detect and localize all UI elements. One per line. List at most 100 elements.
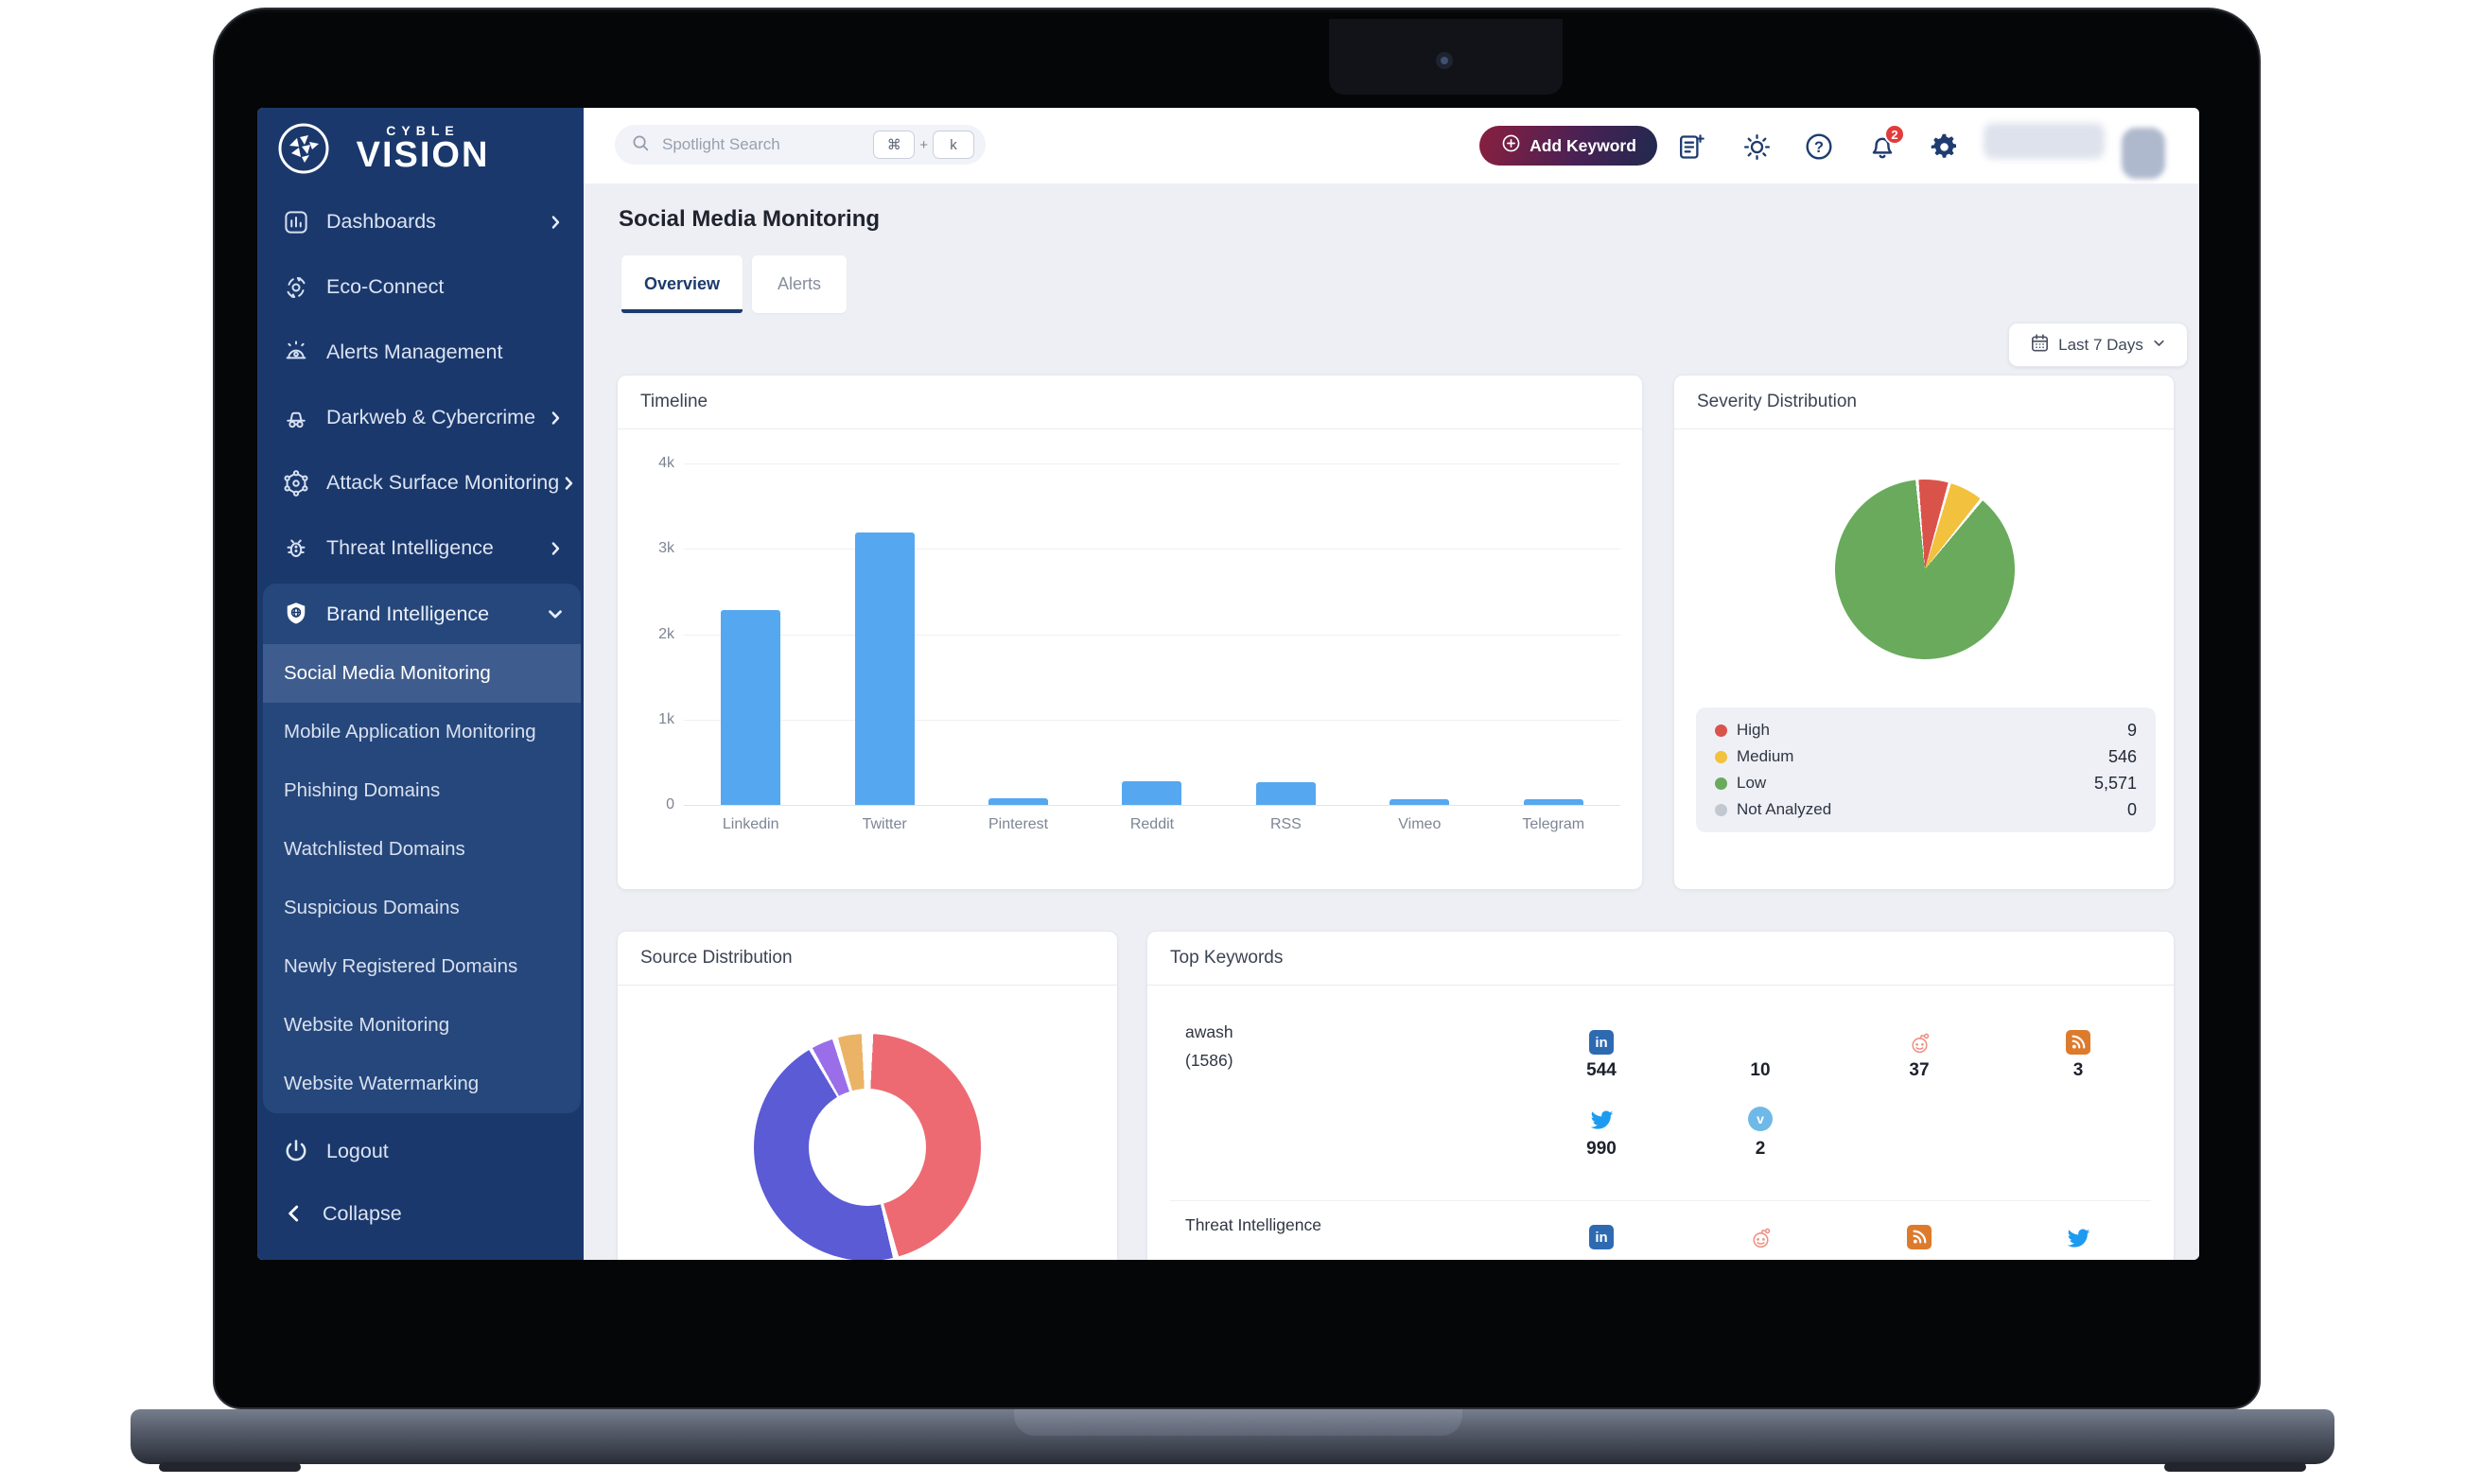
legend-dot xyxy=(1715,803,1727,816)
sidebar-subitem-newly-registered-domains[interactable]: Newly Registered Domains xyxy=(284,955,518,977)
timeline-bar[interactable] xyxy=(721,610,781,805)
dashboards-icon xyxy=(282,208,310,236)
sidebar-subitem-social-media-monitoring[interactable]: Social Media Monitoring xyxy=(263,644,581,703)
sidebar-item-alerts-management[interactable]: Alerts Management xyxy=(257,320,584,385)
x-axis-tick: Pinterest xyxy=(988,816,1049,832)
brand-name-top: CYBLE xyxy=(386,123,460,138)
settings-gear-icon[interactable] xyxy=(1923,126,1965,167)
vimeo-icon: v xyxy=(1747,1106,1774,1132)
gridline xyxy=(684,719,1620,721)
search-bar[interactable]: ⌘+ k xyxy=(615,125,986,165)
bar-slot xyxy=(1085,781,1218,805)
y-axis-tick: 3k xyxy=(658,540,674,557)
keywords-card-title: Top Keywords xyxy=(1147,932,2174,986)
sidebar-item-label: Threat Intelligence xyxy=(326,536,494,559)
sidebar-item-brand-intelligence[interactable]: Brand Intelligence xyxy=(263,584,581,644)
y-axis-tick: 2k xyxy=(658,625,674,642)
bars-group xyxy=(684,463,1620,805)
x-axis-tick: RSS xyxy=(1269,816,1302,832)
timeline-bar[interactable] xyxy=(988,798,1049,805)
date-range-filter[interactable]: Last 7 Days xyxy=(2008,323,2188,367)
chevron-right-icon xyxy=(546,409,565,428)
timeline-bar[interactable] xyxy=(1255,782,1316,805)
chevron-down-icon xyxy=(545,603,566,624)
sidebar-subitem-phishing-domains[interactable]: Phishing Domains xyxy=(284,779,441,801)
keyword-source-count: 2 xyxy=(1755,1139,1766,1159)
notifications-bell-icon[interactable]: 2 xyxy=(1862,124,1905,167)
theme-sun-icon[interactable] xyxy=(1736,126,1777,167)
brand-intelligence-icon xyxy=(282,600,310,628)
sidebar-subitem-watchlisted-domains[interactable]: Watchlisted Domains xyxy=(284,838,465,860)
brand-logo: CYBLE VISION xyxy=(276,121,560,182)
legend-dot xyxy=(1715,750,1727,763)
brand-wordmark: CYBLE VISION xyxy=(347,123,498,175)
shortcut-key: ⌘ xyxy=(873,131,916,159)
shortcut-key: k xyxy=(933,131,974,159)
keyword-count: (1586) xyxy=(1185,1051,1233,1070)
rss-icon xyxy=(2065,1029,2091,1056)
calendar-icon xyxy=(2029,332,2051,358)
x-axis-tick: Vimeo xyxy=(1398,816,1442,832)
timeline-bar[interactable] xyxy=(1523,799,1583,805)
brand-name-bottom: VISION xyxy=(356,135,490,175)
gridline xyxy=(684,634,1620,636)
report-add-icon[interactable] xyxy=(1670,126,1711,167)
sidebar-subitem-website-watermarking[interactable]: Website Watermarking xyxy=(284,1073,480,1094)
search-input[interactable] xyxy=(660,134,874,155)
keyword-source-count: 10 xyxy=(1750,1060,1771,1080)
sidebar: CYBLE VISION Dashboards Eco-Connect Alerts… xyxy=(257,108,584,1260)
twitter-icon xyxy=(1588,1106,1615,1132)
add-keyword-button[interactable]: Add Keyword xyxy=(1479,126,1657,166)
twitter-icon xyxy=(2065,1224,2091,1250)
timeline-bar-chart: 4k 3k 2k 1k 0 Linkedin Twitter Pinterest Reddit R… xyxy=(618,375,1642,889)
add-keyword-label: Add Keyword xyxy=(1530,135,1636,155)
x-axis-labels: Linkedin Twitter Pinterest Reddit RSS Vimeo Te… xyxy=(684,816,1620,833)
laptop-lid-scoop xyxy=(1014,1409,1462,1436)
tab-overview[interactable]: Overview xyxy=(621,255,743,313)
chevron-right-icon xyxy=(546,539,565,558)
legend-value: 0 xyxy=(2126,799,2137,819)
legend-row: Medium 546 xyxy=(1715,747,2137,767)
timeline-bar[interactable] xyxy=(854,532,915,805)
reddit-icon xyxy=(1906,1029,1932,1056)
sidebar-subitem-suspicious-domains[interactable]: Suspicious Domains xyxy=(284,897,460,918)
sidebar-item-darkweb-cybercrime[interactable]: Darkweb & Cybercrime xyxy=(257,385,584,450)
sidebar-item-eco-connect[interactable]: Eco-Connect xyxy=(257,254,584,320)
search-shortcut: ⌘ + k xyxy=(873,131,974,159)
severity-pie-chart xyxy=(1835,480,2015,659)
avatar[interactable] xyxy=(2122,128,2165,179)
sidebar-subitem-mobile-application-monitoring[interactable]: Mobile Application Monitoring xyxy=(284,721,536,742)
alerts-management-icon xyxy=(282,339,310,367)
rss-icon xyxy=(1906,1224,1932,1250)
sidebar-footer-label: Collapse xyxy=(323,1201,402,1225)
blank-icon xyxy=(1747,1029,1774,1056)
timeline-card: Timeline 4k 3k 2k 1k 0 Linkedin Twitter Pintere… xyxy=(617,375,1643,890)
eco-connect-icon xyxy=(282,273,310,302)
sidebar-group-label: Brand Intelligence xyxy=(326,602,490,625)
sidebar-item-logout[interactable]: Logout xyxy=(257,1120,584,1182)
collapse-icon xyxy=(282,1201,306,1226)
cyble-eagle-logo-icon xyxy=(276,123,331,180)
sidebar-item-attack-surface-monitoring[interactable]: Attack Surface Monitoring xyxy=(257,450,584,515)
topbar: ⌘+ k Add Keyword xyxy=(584,108,2199,184)
sidebar-item-dashboards[interactable]: Dashboards xyxy=(257,189,584,254)
sidebar-item-threat-intelligence[interactable]: Threat Intelligence xyxy=(257,515,584,581)
laptop-base xyxy=(131,1409,2334,1472)
keyword-source-count: 544 xyxy=(1586,1060,1617,1080)
y-axis-tick: 4k xyxy=(658,455,674,471)
timeline-bar[interactable] xyxy=(1122,781,1182,805)
tab-alerts[interactable]: Alerts xyxy=(752,255,847,313)
sidebar-item-label: Attack Surface Monitoring xyxy=(326,471,560,494)
sidebar-subitem-website-monitoring[interactable]: Website Monitoring xyxy=(284,1014,450,1036)
legend-dot xyxy=(1715,724,1727,737)
x-axis-tick: Telegram xyxy=(1522,816,1585,832)
chevron-right-icon xyxy=(559,474,578,493)
source-distribution-card: Source Distribution xyxy=(617,931,1118,1260)
gridline xyxy=(684,463,1620,464)
legend-value: 5,571 xyxy=(2093,773,2137,793)
sidebar-item-collapse[interactable]: Collapse xyxy=(257,1182,584,1245)
linkedin-icon: in xyxy=(1588,1029,1615,1056)
timeline-bar[interactable] xyxy=(1390,799,1450,805)
help-icon[interactable]: ? xyxy=(1798,126,1840,167)
